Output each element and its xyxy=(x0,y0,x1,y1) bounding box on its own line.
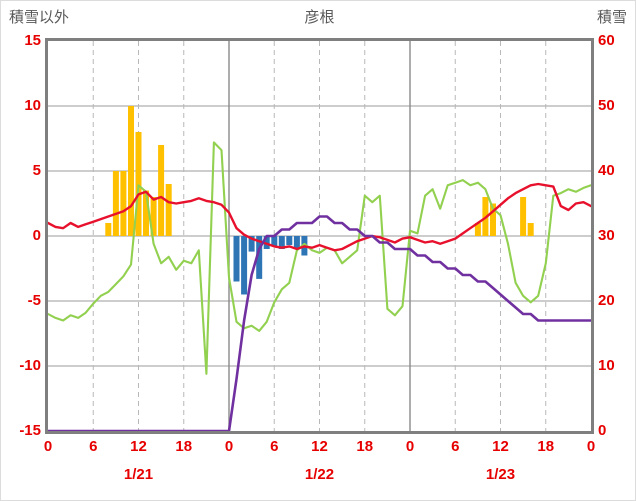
x-axis-tick: 12 xyxy=(311,438,328,455)
left-axis-ticks: 15 10 5 0 -5 -10 -15 xyxy=(5,1,43,500)
chart-title: 彦根 xyxy=(304,9,335,26)
x-axis-tick: 0 xyxy=(224,438,234,455)
x-axis-tick: 12 xyxy=(130,438,147,455)
right-axis-tick: 0 xyxy=(598,422,607,439)
left-axis-tick: -15 xyxy=(19,422,41,439)
right-axis-ticks: 60 50 40 30 20 10 0 xyxy=(598,1,634,500)
left-axis-tick: 10 xyxy=(24,97,41,114)
right-axis-tick: 30 xyxy=(598,227,615,244)
right-axis-tick: 50 xyxy=(598,97,615,114)
date-label: 1/23 xyxy=(485,466,516,483)
plot-area-frame xyxy=(45,38,594,434)
left-axis-tick: -5 xyxy=(27,292,41,309)
x-axis-tick: 0 xyxy=(43,438,53,455)
x-axis-tick: 6 xyxy=(270,438,279,455)
x-axis-tick: 12 xyxy=(492,438,509,455)
date-label: 1/22 xyxy=(304,466,335,483)
right-axis-tick: 60 xyxy=(598,32,615,49)
left-axis-tick: 15 xyxy=(24,32,41,49)
x-axis-tick: 0 xyxy=(586,438,596,455)
left-axis-tick: -10 xyxy=(19,357,41,374)
right-axis-tick: 40 xyxy=(598,162,615,179)
right-axis-title: 積雪 xyxy=(596,9,627,26)
x-axis-tick: 0 xyxy=(405,438,415,455)
date-label: 1/21 xyxy=(123,466,154,483)
x-axis-tick: 18 xyxy=(175,438,193,455)
right-axis-tick: 10 xyxy=(598,357,615,374)
left-axis-title: 積雪以外 xyxy=(9,9,70,26)
x-axis-tick: 6 xyxy=(451,438,460,455)
left-axis-tick: 0 xyxy=(32,227,41,244)
right-axis-tick: 20 xyxy=(598,292,615,309)
left-axis-tick: 5 xyxy=(32,162,41,179)
x-axis-tick: 6 xyxy=(89,438,98,455)
x-axis-tick: 18 xyxy=(537,438,555,455)
plot-area xyxy=(46,41,593,433)
chart-canvas xyxy=(46,41,593,433)
x-axis-tick: 18 xyxy=(356,438,374,455)
